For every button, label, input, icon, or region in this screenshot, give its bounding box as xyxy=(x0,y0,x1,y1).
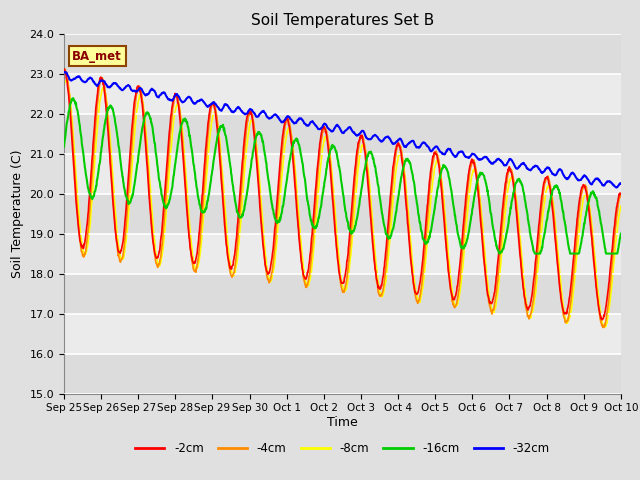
Bar xyxy=(64,354,621,394)
Bar xyxy=(64,313,621,354)
Bar xyxy=(64,193,621,234)
Text: BA_met: BA_met xyxy=(72,50,122,63)
Title: Soil Temperatures Set B: Soil Temperatures Set B xyxy=(251,13,434,28)
Bar xyxy=(64,154,621,193)
Bar xyxy=(64,114,621,154)
X-axis label: Time: Time xyxy=(327,416,358,429)
Bar xyxy=(64,73,621,114)
Bar xyxy=(64,234,621,274)
Y-axis label: Soil Temperature (C): Soil Temperature (C) xyxy=(11,149,24,278)
Bar xyxy=(64,274,621,313)
Bar xyxy=(64,34,621,73)
Legend: -2cm, -4cm, -8cm, -16cm, -32cm: -2cm, -4cm, -8cm, -16cm, -32cm xyxy=(130,437,555,460)
